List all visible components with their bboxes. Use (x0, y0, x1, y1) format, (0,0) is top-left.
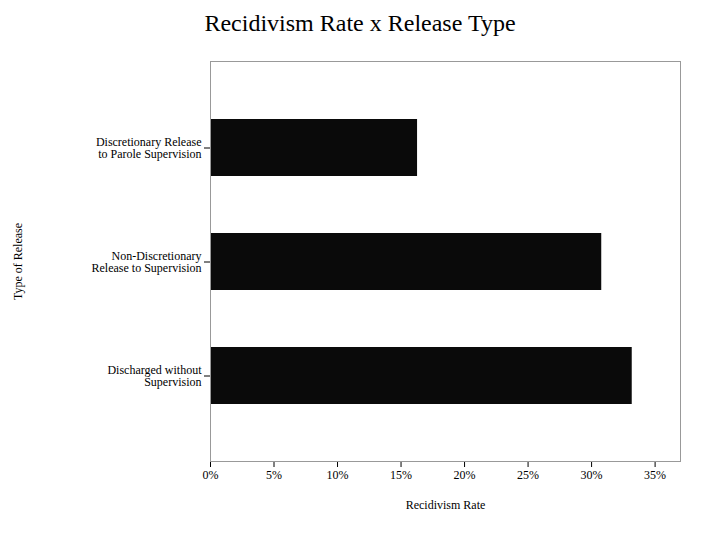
svg-text:10%: 10% (327, 468, 349, 482)
svg-text:Non-DiscretionaryRelease to Su: Non-DiscretionaryRelease to Supervision (92, 249, 202, 275)
svg-text:0%: 0% (203, 468, 219, 482)
svg-text:15%: 15% (390, 468, 412, 482)
svg-text:Recidivism Rate: Recidivism Rate (406, 498, 486, 512)
svg-text:Type of Release: Type of Release (11, 223, 25, 300)
svg-text:25%: 25% (517, 468, 539, 482)
svg-text:35%: 35% (644, 468, 666, 482)
svg-text:Discretionary Releaseto Parole: Discretionary Releaseto Parole Supervisi… (96, 135, 202, 161)
svg-text:Discharged withoutSupervision: Discharged withoutSupervision (107, 363, 202, 389)
svg-text:20%: 20% (454, 468, 476, 482)
svg-text:5%: 5% (266, 468, 282, 482)
svg-text:30%: 30% (581, 468, 603, 482)
html-text:Recidivism Rate x Release Type: Recidivism Rate x Release Type (204, 10, 516, 36)
